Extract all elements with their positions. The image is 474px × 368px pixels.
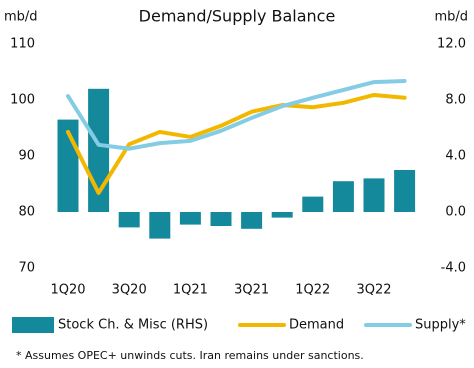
bar [210, 212, 232, 226]
bar [118, 212, 140, 228]
x-tick-label: 1Q22 [295, 283, 330, 298]
bar [149, 212, 171, 239]
footnote: * Assumes OPEC+ unwinds cuts. Iran remai… [16, 349, 364, 362]
chart-title: Demand/Supply Balance [139, 7, 336, 26]
x-tick-label: 1Q20 [50, 283, 85, 298]
legend-swatch [12, 317, 54, 333]
legend-label: Stock Ch. & Misc (RHS) [58, 318, 208, 333]
y-tick-label: 70 [18, 261, 35, 276]
y-tick-label: 100 [10, 93, 35, 108]
line [66, 92, 407, 195]
bar [302, 196, 324, 212]
bar [241, 212, 263, 229]
x-tick-label: 1Q21 [173, 283, 208, 298]
y-tick-label: 110 [10, 37, 35, 52]
y2-tick-label: -4.0 [441, 261, 466, 276]
line [66, 78, 407, 151]
y2-tick-label: 0.0 [445, 205, 466, 220]
bar [394, 170, 416, 212]
y-axis-label: mb/d [4, 10, 38, 25]
legend-label: Demand [289, 318, 344, 333]
bar [363, 178, 385, 212]
legend-label: Supply* [415, 318, 466, 333]
x-tick-label: 3Q21 [234, 283, 269, 298]
x-tick-label: 3Q20 [112, 283, 147, 298]
y2-tick-label: 4.0 [445, 149, 466, 164]
y2-axis-label: mb/d [434, 10, 468, 25]
y2-tick-label: 12.0 [437, 37, 466, 52]
bar [332, 181, 354, 212]
y-tick-label: 90 [18, 149, 35, 164]
y-tick-label: 80 [18, 205, 35, 220]
bar [179, 212, 201, 225]
x-tick-label: 3Q22 [356, 283, 391, 298]
bar [271, 212, 293, 218]
y2-tick-label: 8.0 [445, 93, 466, 108]
